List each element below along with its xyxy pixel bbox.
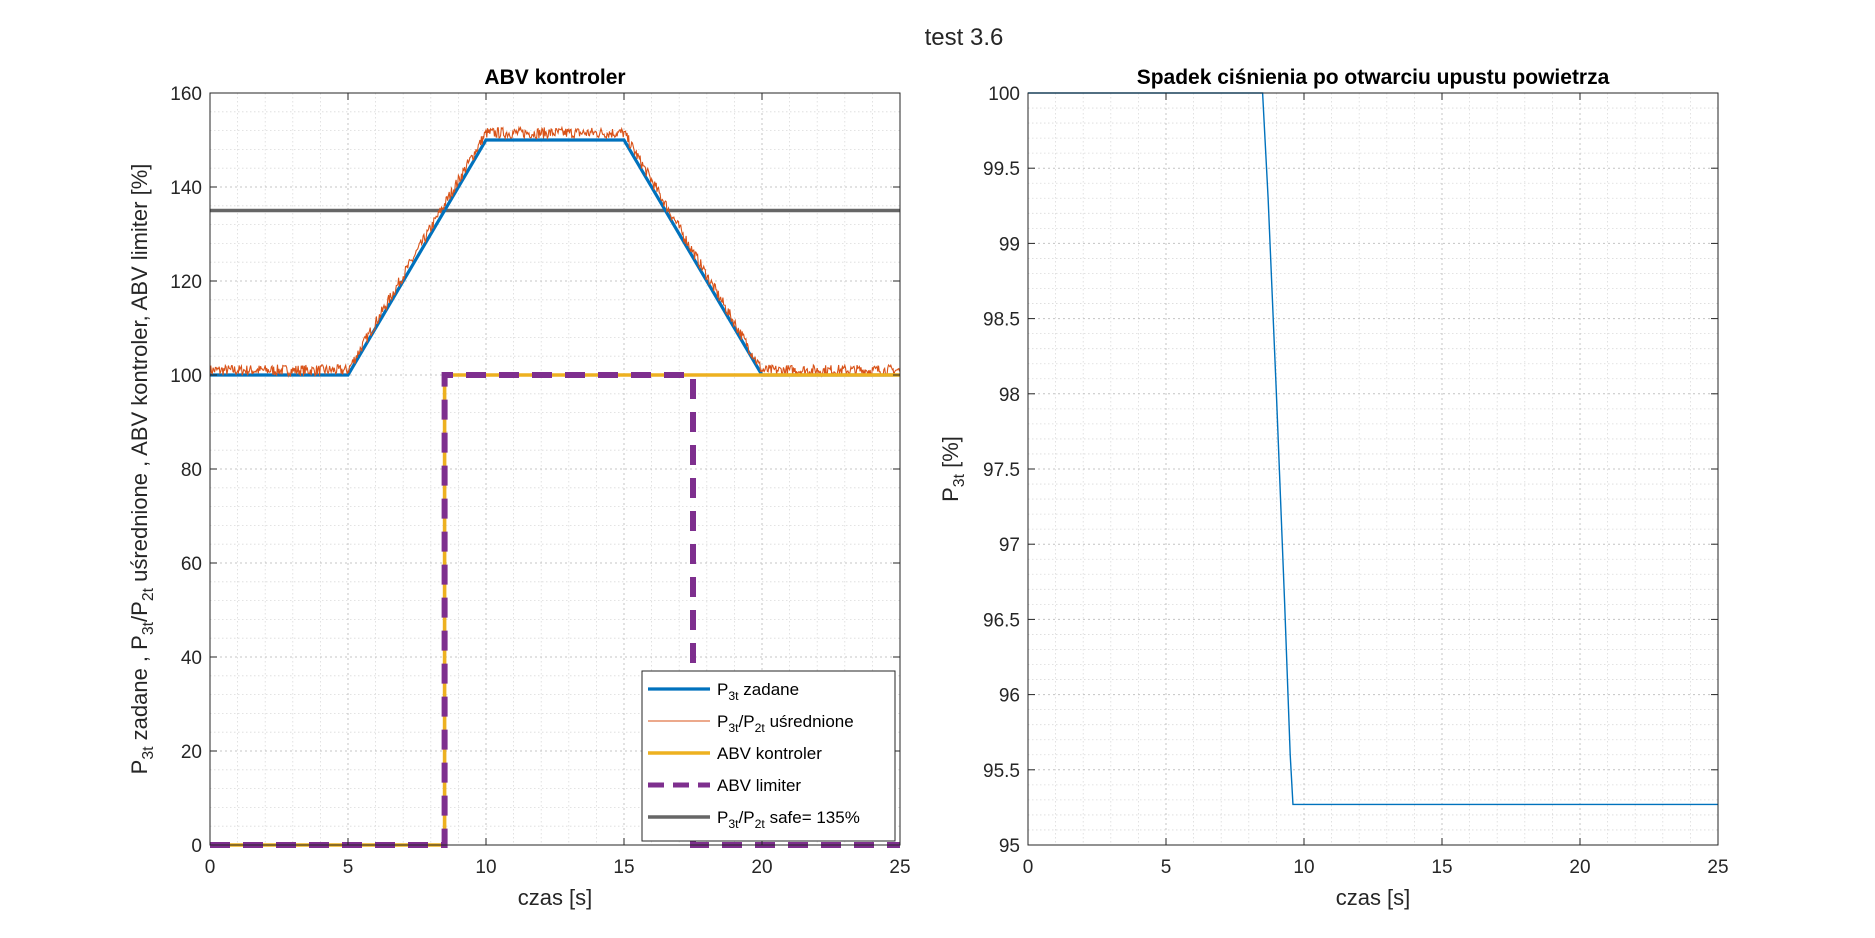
x-tick-label: 15 (613, 857, 634, 878)
y-tick-label: 40 (181, 648, 202, 669)
x-tick-label: 20 (1569, 857, 1590, 878)
x-tick-label: 10 (475, 857, 496, 878)
x-tick-label: 15 (1431, 857, 1452, 878)
y-axis-label: P3t [%] (938, 436, 968, 502)
y-axis-label: P3t zadane , P3t/P2t uśrednione , ABV ko… (127, 164, 157, 775)
chart-abv-kontroler: 0 5 10 15 20 25 0 20 40 60 80 100 120 140 160 ABV kontr… (127, 66, 911, 910)
x-tick-label: 0 (205, 857, 216, 878)
chart-spadek-cisnienia: 0 5 10 15 20 25 95 95.5 96 96.5 97 97.5 98 98.5 99 99.5… (938, 66, 1729, 910)
series-group (1028, 92, 1718, 806)
y-tick-label: 97.5 (983, 460, 1020, 481)
grid (1027, 92, 1719, 846)
y-tick-label: 98.5 (983, 310, 1020, 331)
y-tick-label: 99 (999, 234, 1020, 255)
legend-label-zadane: P3t zadane (717, 680, 799, 703)
x-tick-label: 0 (1023, 857, 1034, 878)
y-tick-label: 160 (170, 84, 202, 105)
y-tick-label: 80 (181, 460, 202, 481)
y-tick-label: 100 (988, 84, 1020, 105)
x-tick-label: 5 (1161, 857, 1172, 878)
legend-box (641, 670, 896, 842)
legend-label-kontroler: ABV kontroler (717, 744, 822, 763)
x-tick-label: 25 (889, 857, 910, 878)
y-tick-label: 60 (181, 554, 202, 575)
chart-title: Spadek ciśnienia po otwarciu upustu powi… (1137, 66, 1610, 89)
y-tick-label: 100 (170, 366, 202, 387)
x-tick-label: 20 (751, 857, 772, 878)
y-tick-label: 120 (170, 272, 202, 293)
figure-title: test 3.6 (925, 24, 1004, 51)
legend-label-usrednione: P3t/P2t uśrednione (717, 712, 854, 735)
chart-title: ABV kontroler (484, 66, 625, 89)
legend-label-safe: P3t/P2t safe= 135% (717, 808, 860, 831)
y-tick-label: 0 (191, 836, 202, 857)
y-tick-label: 95 (999, 836, 1020, 857)
y-tick-label: 20 (181, 742, 202, 763)
x-axis-label: czas [s] (1336, 885, 1411, 910)
y-tick-label: 96 (999, 686, 1020, 707)
y-tick-label: 140 (170, 178, 202, 199)
y-tick-label: 98 (999, 385, 1020, 406)
y-tick-label: 95.5 (983, 761, 1020, 782)
x-axis-label: czas [s] (518, 885, 593, 910)
y-tick-label: 99.5 (983, 159, 1020, 180)
legend-label-limiter: ABV limiter (717, 776, 801, 795)
x-tick-label: 25 (1707, 857, 1728, 878)
y-tick-label: 96.5 (983, 610, 1020, 631)
x-tick-label: 5 (343, 857, 354, 878)
series-line-line2 (1028, 92, 1718, 806)
legend: P3t zadane P3t/P2t uśrednione ABV kontrole… (641, 670, 896, 842)
x-tick-label: 10 (1293, 857, 1314, 878)
y-tick-label: 97 (999, 535, 1020, 556)
